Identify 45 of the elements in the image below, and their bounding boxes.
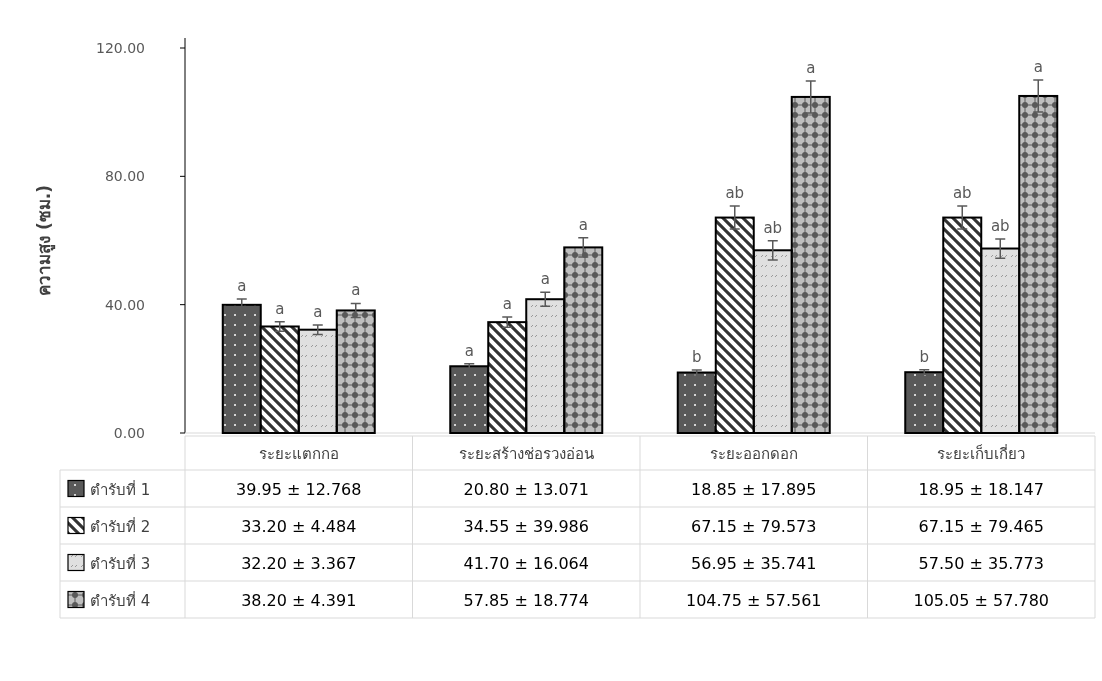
data-label: 57.50 ± 35.773 [918, 553, 1044, 573]
annotation: a [237, 277, 247, 296]
y-tick-label: 120.00 [96, 40, 145, 56]
legend-label: ตำรับที่ 4 [90, 589, 151, 610]
annotation: ab [725, 184, 745, 203]
annotation: b [919, 347, 930, 366]
x-tick-label: ระยะเก็บเกี่ยว [937, 443, 1026, 463]
data-label: 67.15 ± 79.465 [918, 516, 1044, 536]
annotation: a [502, 295, 512, 314]
data-label: 38.20 ± 4.391 [241, 590, 357, 610]
y-tick-label: 40.00 [104, 296, 145, 313]
x-tick-label: ระยะออกดอก [709, 445, 798, 463]
annotation: b [691, 347, 702, 366]
y-axis-title: ความสูง (ซม.) [34, 185, 56, 296]
data-label: 67.15 ± 79.573 [691, 516, 817, 536]
annotation: a [806, 58, 816, 77]
data-label: 34.55 ± 39.986 [463, 516, 589, 536]
annotation: a [313, 302, 323, 321]
y-tick-label: 80.00 [104, 168, 145, 185]
legend-label: ตำรับที่ 1 [90, 478, 151, 499]
annotation: a [464, 341, 474, 360]
data-label: 41.70 ± 16.064 [463, 553, 589, 573]
y-tick-label: 0.00 [113, 425, 145, 441]
data-label: 57.85 ± 18.774 [463, 590, 589, 610]
annotation: ab [990, 216, 1010, 235]
annotation: a [275, 299, 285, 318]
data-label: 39.95 ± 12.768 [236, 479, 362, 499]
legend-label: ตำรับที่ 3 [90, 552, 151, 573]
data-label: 20.80 ± 13.071 [463, 479, 589, 499]
annotation: ab [763, 218, 783, 237]
data-label: 18.95 ± 18.147 [918, 479, 1044, 499]
data-label: 56.95 ± 35.741 [691, 553, 817, 573]
data-label: 33.20 ± 4.484 [241, 516, 357, 536]
data-label: 104.75 ± 57.561 [685, 590, 822, 610]
legend-label: ตำรับที่ 2 [90, 515, 151, 536]
annotation: a [578, 215, 588, 234]
annotation: a [351, 281, 361, 300]
data-label: 32.20 ± 3.367 [241, 553, 357, 573]
x-tick-label: ระยะสร้างช่อรวงอ่อน [458, 445, 594, 463]
annotation: a [1033, 57, 1043, 76]
annotation: a [540, 270, 550, 289]
x-tick-label: ระยะแตกกอ [258, 445, 339, 463]
annotation: ab [952, 184, 972, 203]
data-label: 18.85 ± 17.895 [691, 479, 817, 499]
data-label: 105.05 ± 57.780 [913, 590, 1050, 610]
